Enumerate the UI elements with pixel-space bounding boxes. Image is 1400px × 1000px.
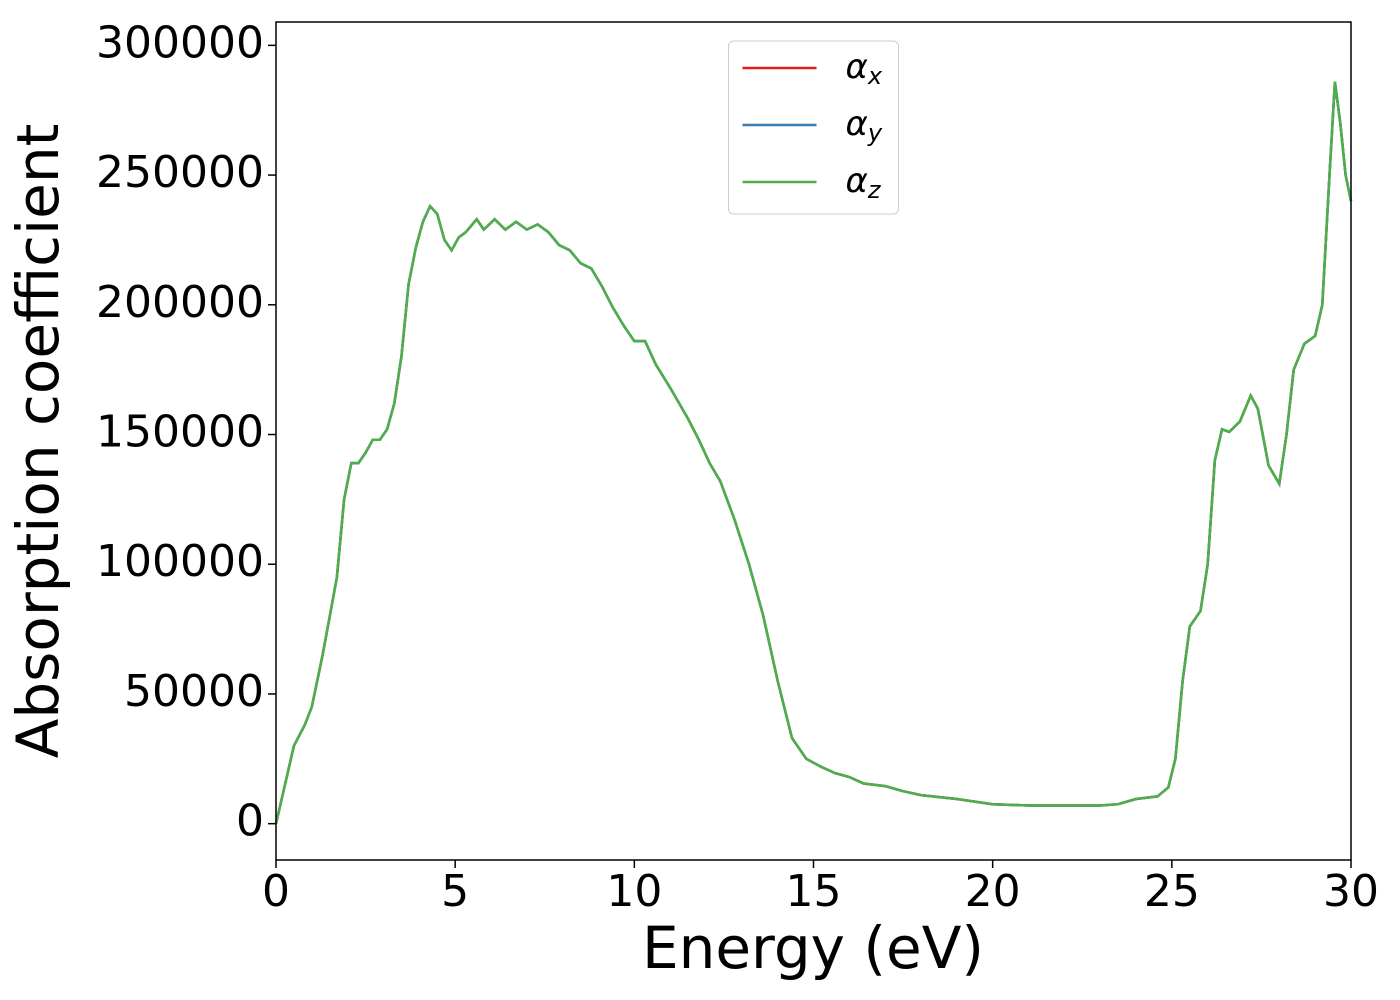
y-tick-label: 100000 xyxy=(96,536,264,587)
plot-frame xyxy=(275,21,1352,861)
legend-label: αz xyxy=(846,161,882,205)
y-tick-label: 200000 xyxy=(96,277,264,328)
legend-label: αy xyxy=(846,104,883,148)
x-tick-label: 25 xyxy=(1144,866,1200,917)
x-tick-label: 30 xyxy=(1323,866,1379,917)
legend-box xyxy=(728,40,899,215)
x-tick-label: 5 xyxy=(441,866,469,917)
y-tick-label: 250000 xyxy=(96,147,264,198)
x-tick-label: 0 xyxy=(262,866,290,917)
x-axis-label: Energy (eV) xyxy=(642,914,984,982)
x-tick-label: 10 xyxy=(606,866,662,917)
y-axis-label: Absorption coefficient xyxy=(4,124,72,759)
y-tick-label: 300000 xyxy=(96,17,264,68)
legend-label: αx xyxy=(846,47,883,91)
data-line xyxy=(274,81,1353,824)
y-tick-label: 50000 xyxy=(124,666,264,717)
x-tick-label: 20 xyxy=(965,866,1021,917)
y-tick-label: 0 xyxy=(236,796,264,847)
y-tick-label: 150000 xyxy=(96,407,264,458)
x-tick-label: 15 xyxy=(786,866,842,917)
